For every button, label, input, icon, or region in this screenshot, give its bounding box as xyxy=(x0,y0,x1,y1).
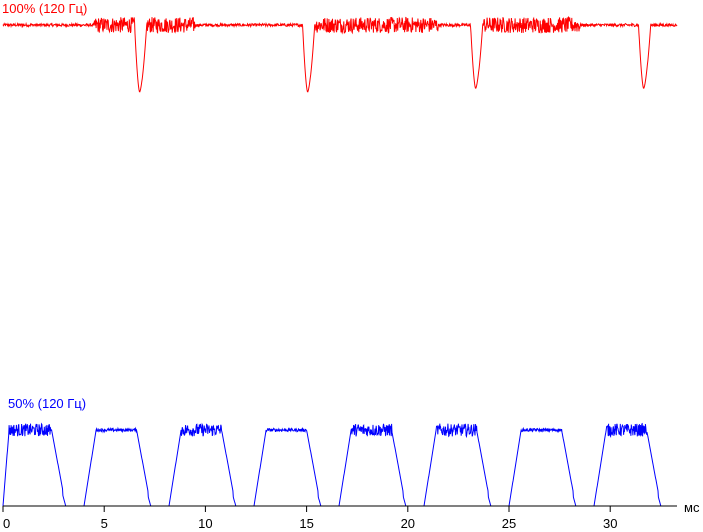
x-tick-label: 20 xyxy=(401,516,415,531)
x-tick-label: 25 xyxy=(502,516,516,531)
x-axis-ticks: 0 5 10 15 20 25 30 xyxy=(2,506,617,531)
series-label-100pct: 100% (120 Гц) xyxy=(2,1,87,16)
x-tick-label: 15 xyxy=(299,516,313,531)
x-tick-label: 10 xyxy=(198,516,212,531)
series-label-50pct: 50% (120 Гц) xyxy=(8,396,86,411)
series-line-100pct xyxy=(2,16,678,93)
series-line-50pct xyxy=(2,422,677,507)
x-tick-label: 0 xyxy=(3,516,10,531)
x-axis-unit-label: мс xyxy=(684,500,700,515)
x-tick-label: 30 xyxy=(603,516,617,531)
x-tick-label: 5 xyxy=(101,516,108,531)
